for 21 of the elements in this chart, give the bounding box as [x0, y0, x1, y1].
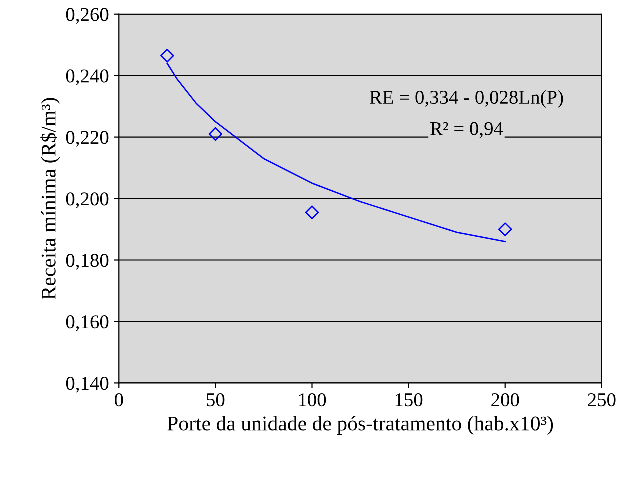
x-tick-label: 0 [115, 393, 124, 407]
x-tick-label: 150 [396, 393, 423, 407]
point [208, 127, 223, 142]
y-tick-label: 0,240 [66, 70, 109, 86]
y-tick-label: 0,180 [66, 254, 109, 270]
point [498, 222, 512, 236]
point [160, 48, 174, 63]
y-axis-title: Receita mínima (R$/m³) [40, 98, 60, 300]
y-tick-label: 0,220 [66, 131, 109, 148]
y-tick-label: 0,160 [66, 316, 109, 332]
point [305, 206, 320, 220]
annotation: RE = 0,334 - 0,028Ln(P) [370, 90, 564, 108]
x-tick-label: 200 [492, 393, 520, 407]
x-tick-label: 100 [299, 393, 326, 407]
y-tick-label: 0,140 [66, 377, 109, 393]
annotation: R² = 0,94 [430, 122, 504, 138]
x-tick-label: 50 [207, 393, 225, 407]
y-tick-label: 0,260 [66, 8, 109, 24]
y-tick-label: 0,200 [66, 192, 109, 209]
x-axis-title: Porte da unidade de pós-tratamento (hab.x10³) [168, 416, 554, 436]
x-tick-label: 250 [588, 393, 616, 407]
